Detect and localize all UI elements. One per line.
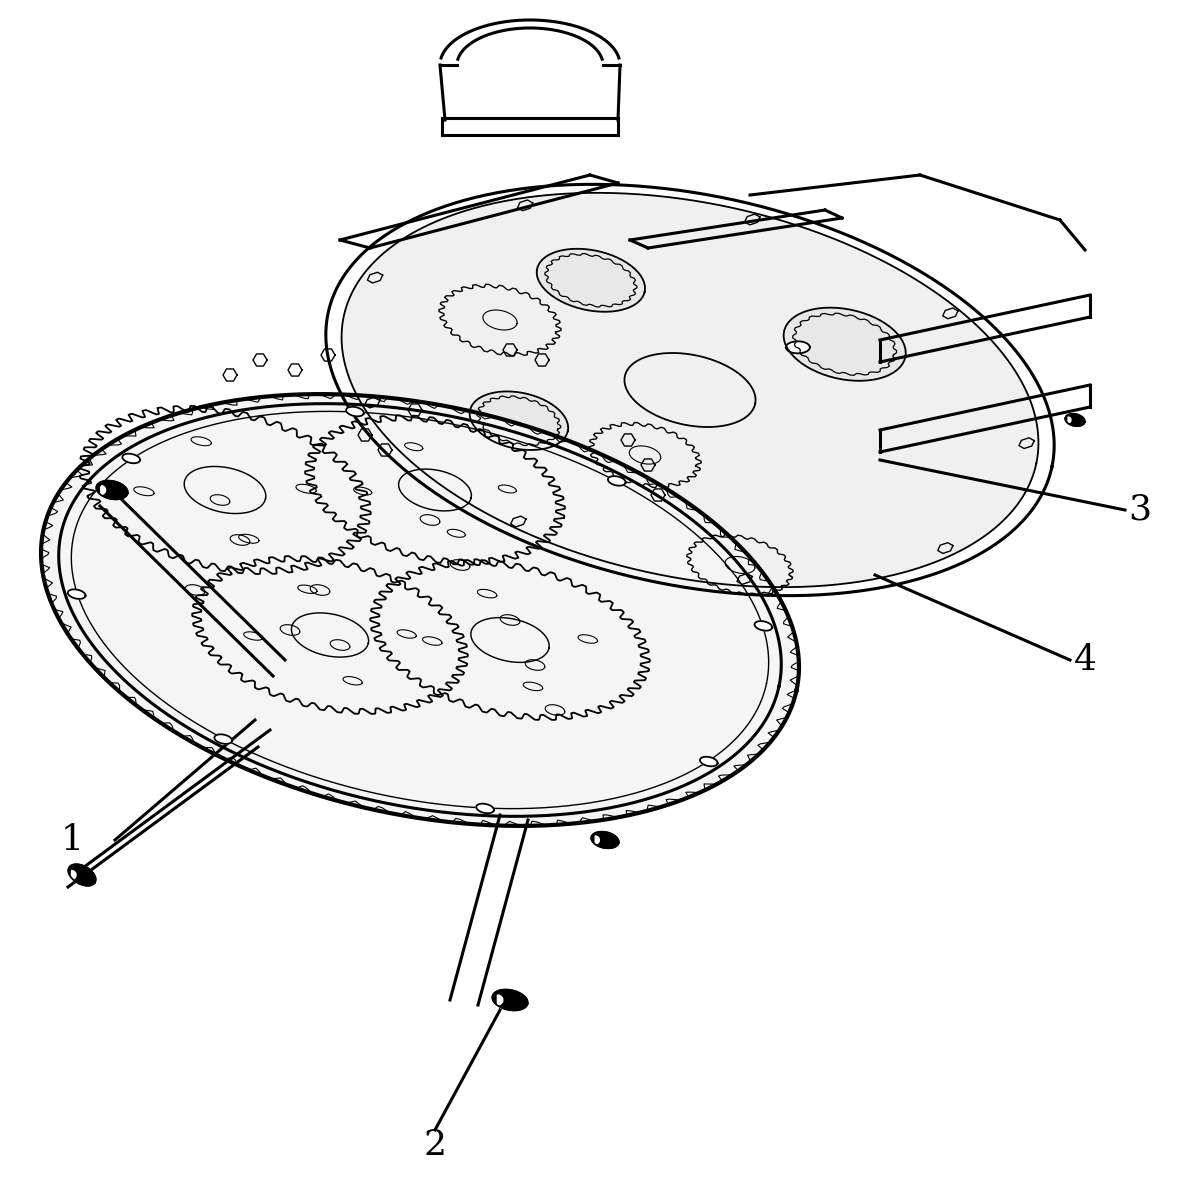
Polygon shape [68,864,96,885]
Polygon shape [67,589,85,599]
Polygon shape [755,621,772,630]
Text: 3: 3 [1128,493,1152,527]
Polygon shape [41,395,799,826]
Polygon shape [469,391,568,450]
Polygon shape [536,249,646,312]
Polygon shape [122,454,140,463]
Text: 2: 2 [424,1128,446,1162]
Polygon shape [101,486,106,494]
Polygon shape [498,995,503,1005]
Polygon shape [342,192,1038,587]
Polygon shape [492,990,528,1011]
Polygon shape [215,734,232,743]
Polygon shape [1068,417,1070,423]
Polygon shape [346,407,364,416]
Polygon shape [784,308,906,381]
Polygon shape [786,342,810,354]
Text: 4: 4 [1074,642,1097,677]
Polygon shape [595,836,599,845]
Text: 1: 1 [60,823,84,857]
Polygon shape [476,804,494,813]
Polygon shape [608,476,625,486]
Polygon shape [592,831,619,848]
Polygon shape [700,757,718,766]
Polygon shape [96,480,127,499]
Polygon shape [1066,414,1085,426]
Polygon shape [72,871,76,879]
